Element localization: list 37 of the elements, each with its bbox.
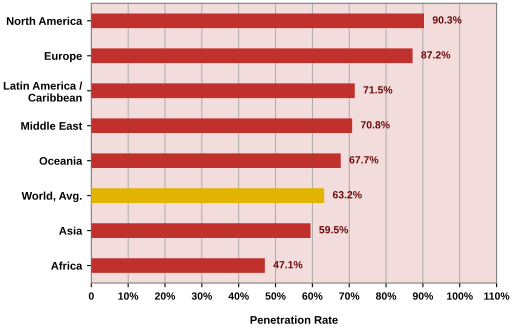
bar: [91, 118, 352, 134]
x-tick-label: 30%: [192, 292, 212, 300]
x-tick-label: 60%: [302, 292, 323, 300]
data-label: 87.2%: [421, 51, 450, 59]
x-tick-label: 40%: [228, 292, 249, 300]
y-tick-label: Latin America / Caribbean: [4, 82, 82, 102]
bar: [91, 153, 341, 168]
y-tick-label: Africa: [51, 262, 82, 270]
data-label: 70.8%: [360, 121, 390, 129]
bar: [91, 188, 324, 203]
x-tick-label: 110%: [484, 292, 510, 300]
x-tick-label: 70%: [339, 292, 360, 300]
data-label: 59.5%: [319, 226, 348, 234]
y-tick-label: North America: [6, 16, 82, 25]
bar: [91, 258, 265, 273]
data-label: 67.7%: [349, 156, 378, 164]
data-label: 47.1%: [273, 261, 302, 268]
y-tick-label: Asia: [59, 226, 82, 235]
bar: [91, 48, 413, 64]
data-label: 63.2%: [332, 191, 362, 198]
y-tick-label: World, Avg.: [22, 192, 82, 202]
x-tick-label: 10%: [118, 292, 138, 300]
y-tick-label: Europe: [44, 52, 82, 62]
y-tick-label: Middle East: [21, 122, 82, 130]
data-label: 90.3%: [432, 16, 462, 24]
x-tick-label: 50%: [265, 292, 286, 300]
data-label: 71.5%: [364, 86, 392, 94]
x-tick-label: 80%: [376, 292, 396, 300]
bar: [91, 223, 311, 238]
bar: [91, 83, 355, 98]
x-tick-label: 90%: [412, 292, 434, 300]
y-tick-label: Oceania: [40, 156, 82, 165]
bar: [91, 13, 424, 28]
x-tick-label: 0: [88, 292, 94, 300]
x-tick-label: 20%: [154, 292, 176, 300]
x-tick-label: 100%: [447, 292, 473, 300]
x-axis-title: Penetration Rate: [250, 316, 338, 324]
